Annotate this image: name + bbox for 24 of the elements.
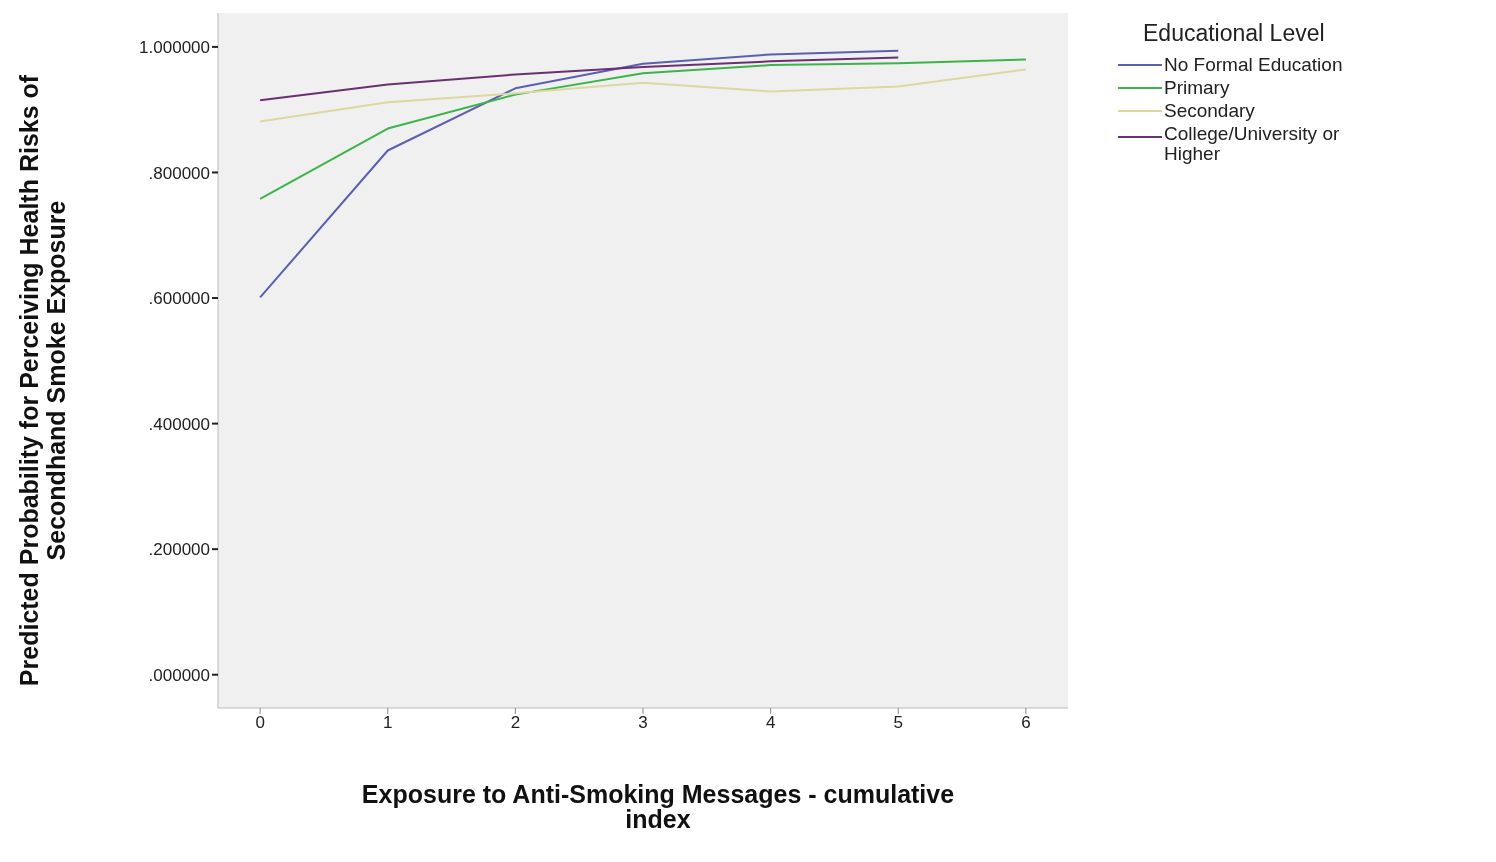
line-series <box>259 56 900 102</box>
line-series <box>259 49 900 299</box>
x-axis-title: Exposure to Anti-Smoking Messages - cumulative index <box>361 780 955 833</box>
legend-label: College/University or Higher <box>1164 123 1341 164</box>
legend-label: Primary <box>1164 77 1231 98</box>
line-series <box>259 58 1027 200</box>
x-tick-label: 1 <box>383 713 393 733</box>
x-tick-label: 2 <box>510 713 521 733</box>
y-tick-label: .200000 <box>148 540 210 560</box>
y-axis-title: Predicted Probability for Perceiving Health Risks of Secondhand Smoke Exposure <box>15 74 70 687</box>
legend-label: Secondary <box>1164 100 1256 121</box>
line-series <box>259 68 1027 123</box>
legend-title: Educational Level <box>1143 20 1326 47</box>
y-tick-label: .000000 <box>148 665 210 685</box>
x-tick-label: 4 <box>765 713 776 733</box>
legend-label: No Formal Education <box>1164 54 1344 75</box>
y-tick-label: 1.000000 <box>139 37 210 57</box>
y-tick-label: .600000 <box>148 289 210 309</box>
x-tick-label: 5 <box>893 713 903 733</box>
x-tick-label: 6 <box>1021 713 1031 733</box>
y-tick-label: .400000 <box>148 414 210 434</box>
x-tick-label: 0 <box>255 713 265 733</box>
y-tick-label: .800000 <box>148 163 210 183</box>
x-tick-label: 3 <box>638 713 648 733</box>
